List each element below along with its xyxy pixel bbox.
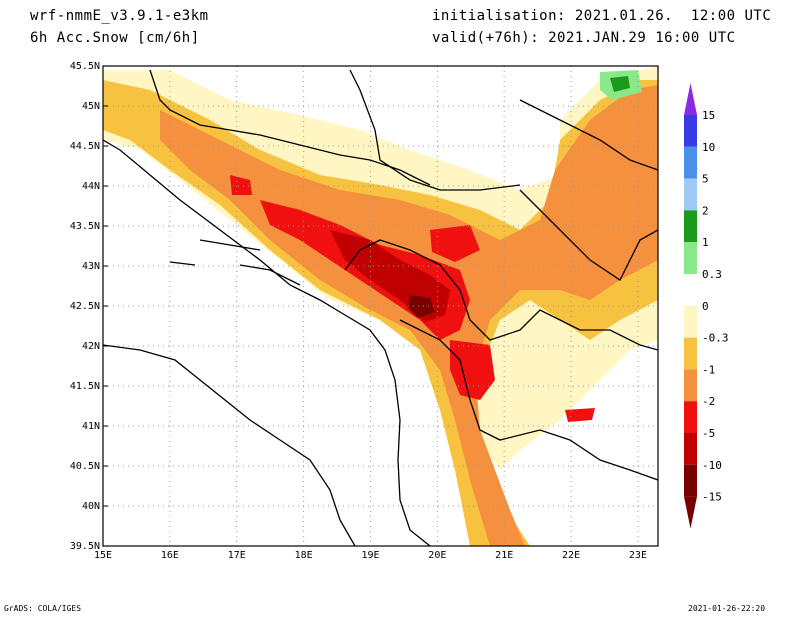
legend-label: -0.3 <box>702 332 729 345</box>
lat-tick-label: 40N <box>82 501 100 512</box>
lat-tick-label: 44N <box>82 181 100 192</box>
lat-tick-label: 41.5N <box>70 381 100 392</box>
legend-label: 15 <box>702 109 715 122</box>
lat-tick-label: 42.5N <box>70 301 100 312</box>
snowfall-field <box>103 66 658 546</box>
legend-label: -15 <box>702 491 722 504</box>
legend-label: -10 <box>702 459 722 472</box>
legend-label: 0.3 <box>702 268 722 281</box>
lat-tick-label: 42N <box>82 341 100 352</box>
field-title: 6h Acc.Snow [cm/6h] <box>30 30 200 46</box>
lat-tick-label: 45.5N <box>70 61 100 72</box>
model-title: wrf-nmmE_v3.9.1-e3km <box>30 8 209 24</box>
legend-swatch <box>684 242 697 274</box>
lat-tick-label: 43N <box>82 261 100 272</box>
map-grid <box>103 66 658 546</box>
legend-label: 0 <box>702 300 709 313</box>
legend-swatch <box>684 369 697 402</box>
lat-tick-label: 40.5N <box>70 461 100 472</box>
legend-swatch <box>684 178 697 211</box>
lat-tick-label: 41N <box>82 421 100 432</box>
coastlines-borders <box>103 69 658 546</box>
legend-swatch <box>684 337 697 370</box>
init-time: initialisation: 2021.01.26. 12:00 UTC <box>432 8 772 24</box>
lon-tick-label: 15E <box>94 550 112 561</box>
legend-top-arrow <box>684 83 697 115</box>
legend-swatch <box>684 210 697 243</box>
latitude-labels: 45.5N 45N 44.5N 44N 43.5N 43N 42.5N 42N 41.5N 41N… <box>70 61 108 552</box>
legend-swatch <box>684 115 697 147</box>
legend-swatch <box>684 305 697 338</box>
lat-tick-label: 39.5N <box>70 541 100 552</box>
lat-tick-label: 44.5N <box>70 141 100 152</box>
legend-swatch <box>684 433 697 465</box>
lon-tick-label: 16E <box>161 550 179 561</box>
legend-label: 2 <box>702 204 709 217</box>
legend-label: -5 <box>702 427 715 440</box>
lat-tick-label: 45N <box>82 101 100 112</box>
legend-swatch <box>684 464 697 497</box>
lon-tick-label: 22E <box>562 550 580 561</box>
legend-swatch <box>684 401 697 433</box>
legend-bottom-arrow <box>684 496 697 529</box>
legend-label: 1 <box>702 236 709 249</box>
legend-swatch <box>684 274 697 306</box>
lon-tick-label: 21E <box>495 550 513 561</box>
longitude-labels: 15E 16E 17E 18E 19E 20E 21E 22E 23E <box>94 550 647 561</box>
lon-tick-label: 18E <box>295 550 313 561</box>
legend-label: 10 <box>702 141 715 154</box>
legend-label: 5 <box>702 173 709 186</box>
lon-tick-label: 17E <box>228 550 246 561</box>
lon-tick-label: 23E <box>629 550 647 561</box>
lon-tick-label: 20E <box>428 550 446 561</box>
legend-label: -1 <box>702 363 715 376</box>
lon-tick-label: 19E <box>361 550 379 561</box>
valid-time: valid(+76h): 2021.JAN.29 16:00 UTC <box>432 30 736 46</box>
legend-label: -2 <box>702 395 715 408</box>
footer-timestamp: 2021-01-26-22:20 <box>688 604 766 613</box>
legend-swatch <box>684 146 697 179</box>
color-legend: 15 10 5 2 1 0.3 0 -0.3 -1 -2 -5 -10 -15 <box>684 83 729 529</box>
lat-tick-label: 43.5N <box>70 221 100 232</box>
footer-credit: GrADS: COLA/IGES <box>4 604 82 613</box>
